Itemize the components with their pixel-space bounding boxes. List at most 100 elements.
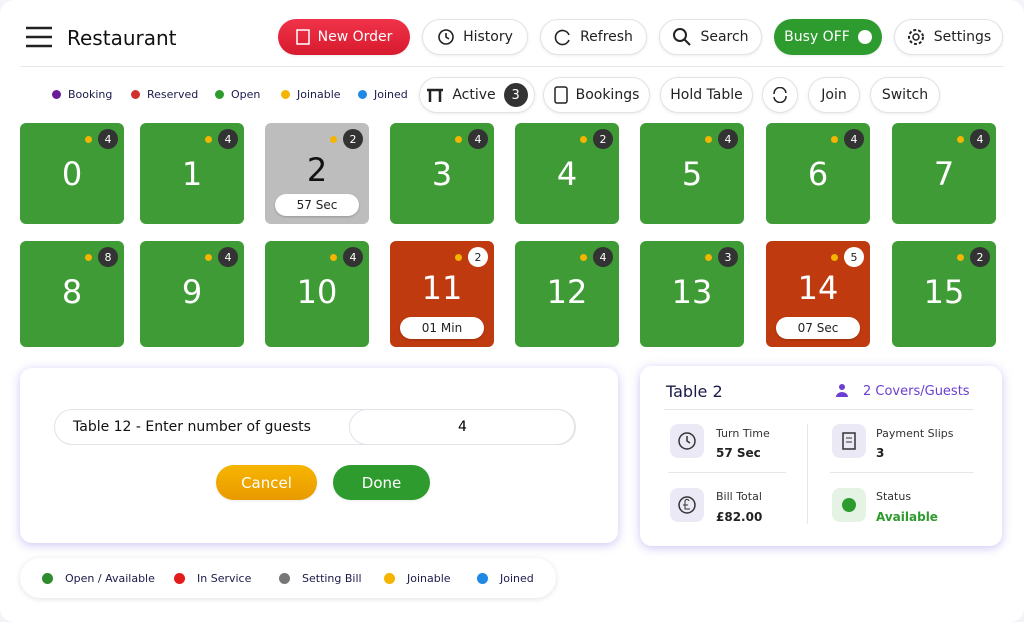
guest-badge: 2 bbox=[343, 129, 363, 149]
table-number: 9 bbox=[181, 273, 203, 311]
label: Search bbox=[700, 29, 749, 45]
active-button[interactable]: Active 3 bbox=[419, 77, 535, 113]
guests-icon bbox=[836, 384, 848, 397]
table-tile[interactable]: 15 2 bbox=[892, 241, 996, 347]
prompt: Table 12 - Enter number of guests bbox=[73, 419, 311, 435]
clock-icon bbox=[670, 424, 704, 458]
item-value: 3 bbox=[876, 446, 885, 460]
busy-toggle[interactable]: Busy OFF bbox=[774, 19, 882, 55]
table-number: 10 bbox=[296, 273, 338, 311]
joinable-dot bbox=[831, 254, 838, 261]
table-tile[interactable]: 14 5 07 Sec bbox=[766, 241, 870, 347]
guest-badge: 4 bbox=[218, 129, 238, 149]
table-number: 2 bbox=[306, 151, 328, 189]
item-value: 57 Sec bbox=[716, 446, 761, 460]
legend-label: Reserved bbox=[147, 88, 199, 101]
joinable-dot bbox=[205, 136, 212, 143]
legend-label: Joined bbox=[374, 88, 408, 101]
history-button[interactable]: History bbox=[422, 19, 528, 55]
divider bbox=[830, 472, 974, 473]
item-label: Turn Time bbox=[716, 427, 770, 440]
label: Busy OFF bbox=[784, 29, 850, 45]
icon bbox=[673, 28, 692, 46]
label: Active bbox=[452, 87, 496, 103]
legend-label: Open / Available bbox=[65, 572, 155, 585]
table-tile[interactable]: 10 4 bbox=[265, 241, 369, 347]
timer: 57 Sec bbox=[275, 194, 359, 216]
joinable-dot bbox=[455, 254, 462, 261]
table-number: 4 bbox=[556, 155, 578, 193]
legend-dot bbox=[477, 573, 488, 584]
legend-label: Setting Bill bbox=[302, 572, 362, 585]
legend-label: Booking bbox=[68, 88, 113, 101]
table-tile[interactable]: 2 2 57 Sec bbox=[265, 123, 369, 224]
cancel-button[interactable]: Cancel bbox=[216, 465, 317, 500]
table-number: 11 bbox=[421, 269, 463, 307]
legend-label: In Service bbox=[197, 572, 252, 585]
joinable-dot bbox=[580, 136, 587, 143]
table-tile[interactable]: 13 3 bbox=[640, 241, 744, 347]
settings-button[interactable]: Settings bbox=[894, 19, 1003, 55]
joinable-dot bbox=[705, 254, 712, 261]
table-tile[interactable]: 11 2 01 Min bbox=[390, 241, 494, 347]
divider bbox=[20, 66, 1004, 67]
search-button[interactable]: Search bbox=[659, 19, 762, 55]
guest-badge: 4 bbox=[468, 129, 488, 149]
legend-item: Setting Bill bbox=[279, 572, 362, 585]
table-number: 6 bbox=[807, 155, 829, 193]
table-number: 0 bbox=[61, 155, 83, 193]
hold-table-button[interactable]: Hold Table bbox=[660, 77, 753, 113]
divider bbox=[668, 472, 786, 473]
legend-label: Joined bbox=[500, 572, 534, 585]
table-number: 13 bbox=[671, 273, 713, 311]
refresh-button[interactable]: Refresh bbox=[540, 19, 647, 55]
done-button[interactable]: Done bbox=[333, 465, 430, 500]
new-order-button[interactable]: New Order bbox=[278, 19, 410, 55]
guest-input[interactable]: 4 bbox=[349, 409, 576, 445]
legend-item: Joined bbox=[477, 572, 534, 585]
app-title: Restaurant bbox=[67, 26, 177, 50]
swap-button[interactable] bbox=[762, 77, 798, 113]
item-value: Available bbox=[876, 510, 938, 524]
icon bbox=[438, 29, 454, 45]
legend-item: Joinable bbox=[384, 572, 451, 585]
item-value: £82.00 bbox=[716, 510, 763, 524]
joinable-dot bbox=[580, 254, 587, 261]
bookings-button[interactable]: Bookings bbox=[543, 77, 650, 113]
table-tile[interactable]: 12 4 bbox=[515, 241, 619, 347]
table-number: 7 bbox=[933, 155, 955, 193]
guest-badge: 5 bbox=[844, 247, 864, 267]
table-details: Table 2 2 Covers/Guests Turn Time 57 Sec… bbox=[640, 366, 1002, 546]
switch-button[interactable]: Switch bbox=[870, 77, 940, 113]
guest-badge: 4 bbox=[718, 129, 738, 149]
guest-badge: 4 bbox=[218, 247, 238, 267]
label: Settings bbox=[933, 29, 992, 45]
menu-icon[interactable] bbox=[26, 26, 52, 48]
guest-input-row: Table 12 - Enter number of guests 4 bbox=[54, 409, 576, 445]
divider bbox=[807, 424, 808, 524]
legend-dot bbox=[281, 90, 290, 99]
legend-item: Joinable bbox=[281, 88, 341, 101]
guest-badge: 2 bbox=[468, 247, 488, 267]
item-label: Payment Slips bbox=[876, 427, 954, 440]
active-count: 3 bbox=[503, 83, 528, 107]
join-button[interactable]: Join bbox=[808, 77, 860, 113]
legend-dot bbox=[174, 573, 185, 584]
guest-badge: 8 bbox=[98, 247, 118, 267]
guest-badge: 4 bbox=[844, 129, 864, 149]
label: New Order bbox=[317, 29, 393, 45]
icon bbox=[907, 29, 924, 45]
legend-dot bbox=[131, 90, 140, 99]
item-label: Bill Total bbox=[716, 490, 762, 503]
joinable-dot bbox=[831, 136, 838, 143]
legend-item: Reserved bbox=[131, 88, 198, 101]
